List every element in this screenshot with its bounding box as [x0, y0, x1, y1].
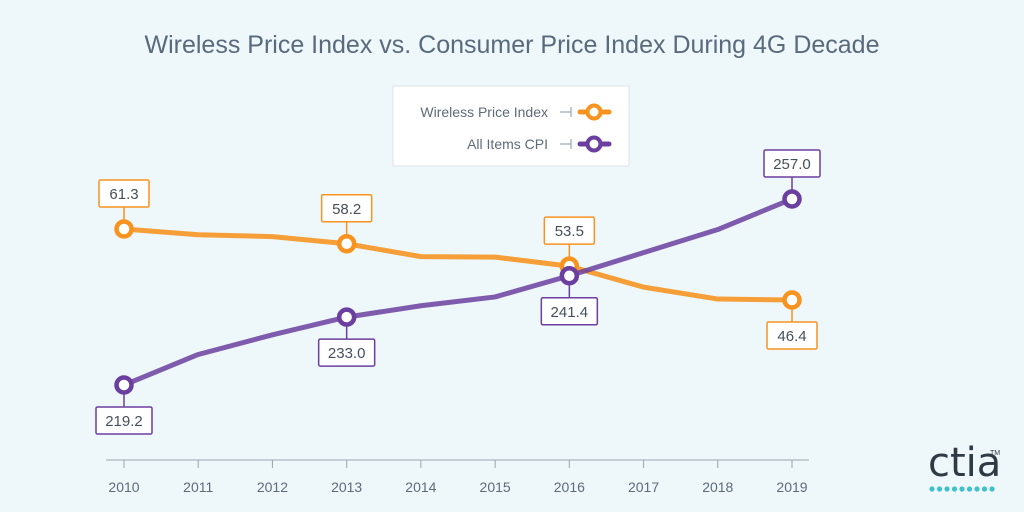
- data-point: [336, 234, 357, 254]
- x-tick-label: 2016: [554, 479, 585, 495]
- data-label: 241.4: [551, 304, 589, 321]
- data-point: [782, 290, 802, 310]
- x-tick-label: 2018: [702, 479, 733, 495]
- data-point: [114, 219, 134, 239]
- callout-box: [766, 321, 818, 350]
- series-line: [121, 196, 795, 388]
- logo-dot: [936, 486, 943, 492]
- data-label: 257.0: [773, 156, 811, 173]
- x-tick-label: 2013: [331, 479, 362, 495]
- x-tick-label: 2017: [628, 479, 659, 495]
- logo-dot: [974, 486, 980, 492]
- logo-dot: [929, 486, 935, 492]
- legend-marker: [585, 103, 603, 121]
- legend-label: All Items CPI: [467, 136, 548, 152]
- logo-tm: TM: [990, 450, 1000, 457]
- callout-box: [317, 338, 376, 367]
- legend: Wireless Price Index All Items CPI: [392, 85, 630, 167]
- data-label: 58.2: [332, 201, 361, 218]
- data-point: [782, 189, 802, 209]
- callout-box: [95, 406, 153, 435]
- legend-box: [392, 85, 630, 167]
- x-tick-label: 2011: [183, 479, 213, 495]
- logo-dot: [966, 486, 973, 492]
- logo-dot: [981, 486, 988, 492]
- x-tick-label: 2014: [405, 479, 436, 495]
- logo-text: ctia: [928, 440, 1001, 486]
- data-label: 61.3: [109, 186, 138, 203]
- series-line: [121, 226, 795, 303]
- data-label: 46.4: [777, 328, 806, 345]
- data-label: 233.0: [328, 345, 366, 362]
- data-label: 219.2: [105, 413, 143, 430]
- logo-dot: [959, 486, 965, 492]
- x-tick-label: 2019: [776, 479, 807, 495]
- chart-title: Wireless Price Index vs. Consumer Price …: [144, 31, 879, 59]
- logo-dot: [951, 486, 958, 492]
- callout-box: [763, 149, 821, 178]
- data-point: [336, 307, 357, 327]
- x-tick-label: 2010: [108, 479, 139, 495]
- data-point: [559, 266, 580, 286]
- logo-dot: [944, 486, 950, 492]
- ctia-logo: ctia TM: [928, 440, 1001, 492]
- callout-box: [98, 179, 150, 208]
- logo-dot: [989, 486, 995, 492]
- legend-marker: [585, 135, 603, 153]
- data-label: 53.5: [555, 223, 584, 240]
- x-tick-label: 2012: [257, 479, 288, 495]
- callout-box: [543, 216, 596, 245]
- x-tick-label: 2015: [480, 479, 511, 495]
- callout-box: [540, 297, 599, 326]
- data-point: [114, 375, 134, 395]
- callout-box: [320, 194, 373, 223]
- legend-label: Wireless Price Index: [420, 104, 548, 120]
